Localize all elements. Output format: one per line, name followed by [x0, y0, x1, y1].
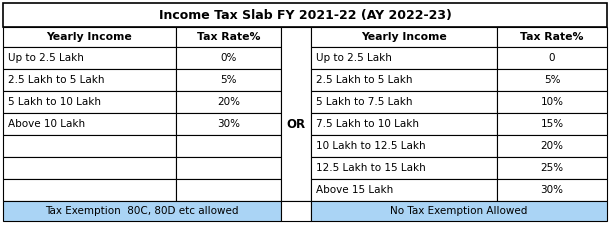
Text: 5 Lakh to 7.5 Lakh: 5 Lakh to 7.5 Lakh	[316, 97, 412, 107]
Text: 5 Lakh to 10 Lakh: 5 Lakh to 10 Lakh	[8, 97, 101, 107]
Text: 15%: 15%	[540, 119, 564, 129]
Bar	[3, 157, 176, 179]
Text: Tax Exemption  80C, 80D etc allowed: Tax Exemption 80C, 80D etc allowed	[45, 206, 239, 216]
Text: 20%: 20%	[540, 141, 564, 151]
Text: 0: 0	[549, 53, 555, 63]
Text: Above 15 Lakh: Above 15 Lakh	[316, 185, 393, 195]
Bar	[176, 157, 281, 179]
Bar	[497, 27, 607, 47]
Text: Up to 2.5 Lakh: Up to 2.5 Lakh	[316, 53, 392, 63]
Bar	[176, 69, 281, 91]
Text: Yearly Income: Yearly Income	[361, 32, 447, 42]
Bar	[311, 135, 497, 157]
Bar	[281, 201, 311, 221]
Bar	[497, 47, 607, 69]
Bar	[311, 27, 497, 47]
Bar	[3, 113, 176, 135]
Bar	[3, 135, 176, 157]
Text: No Tax Exemption Allowed: No Tax Exemption Allowed	[390, 206, 528, 216]
Text: Tax Rate%: Tax Rate%	[197, 32, 260, 42]
Bar	[311, 179, 497, 201]
Bar	[311, 113, 497, 135]
Bar	[311, 201, 607, 221]
Text: Tax Rate%: Tax Rate%	[520, 32, 584, 42]
Text: 30%: 30%	[217, 119, 240, 129]
Text: OR: OR	[287, 118, 306, 131]
Bar	[176, 47, 281, 69]
Bar	[3, 27, 176, 47]
Text: 5%: 5%	[544, 75, 560, 85]
Text: Yearly Income: Yearly Income	[46, 32, 132, 42]
Text: 10 Lakh to 12.5 Lakh: 10 Lakh to 12.5 Lakh	[316, 141, 426, 151]
Text: 7.5 Lakh to 10 Lakh: 7.5 Lakh to 10 Lakh	[316, 119, 419, 129]
Bar	[3, 3, 607, 27]
Text: 5%: 5%	[220, 75, 237, 85]
Bar	[311, 157, 497, 179]
Text: Income Tax Slab FY 2021-22 (AY 2022-23): Income Tax Slab FY 2021-22 (AY 2022-23)	[159, 8, 451, 22]
Text: Up to 2.5 Lakh: Up to 2.5 Lakh	[8, 53, 84, 63]
Text: 12.5 Lakh to 15 Lakh: 12.5 Lakh to 15 Lakh	[316, 163, 426, 173]
Bar	[3, 69, 176, 91]
Text: 0%: 0%	[220, 53, 237, 63]
Bar	[3, 47, 176, 69]
Text: 25%: 25%	[540, 163, 564, 173]
Bar	[3, 91, 176, 113]
Bar	[497, 157, 607, 179]
Bar	[176, 27, 281, 47]
Bar	[497, 113, 607, 135]
Bar	[311, 91, 497, 113]
Text: 2.5 Lakh to 5 Lakh: 2.5 Lakh to 5 Lakh	[8, 75, 104, 85]
Text: Above 10 Lakh: Above 10 Lakh	[8, 119, 85, 129]
Bar	[497, 91, 607, 113]
Bar	[176, 135, 281, 157]
Bar	[176, 91, 281, 113]
Text: 10%: 10%	[540, 97, 564, 107]
Bar	[281, 27, 311, 201]
Text: 2.5 Lakh to 5 Lakh: 2.5 Lakh to 5 Lakh	[316, 75, 412, 85]
Bar	[3, 201, 281, 221]
Bar	[497, 179, 607, 201]
Bar	[497, 69, 607, 91]
Text: 20%: 20%	[217, 97, 240, 107]
Bar	[176, 113, 281, 135]
Bar	[3, 179, 176, 201]
Text: 30%: 30%	[540, 185, 564, 195]
Bar	[176, 179, 281, 201]
Bar	[311, 69, 497, 91]
Bar	[497, 135, 607, 157]
Bar	[311, 47, 497, 69]
